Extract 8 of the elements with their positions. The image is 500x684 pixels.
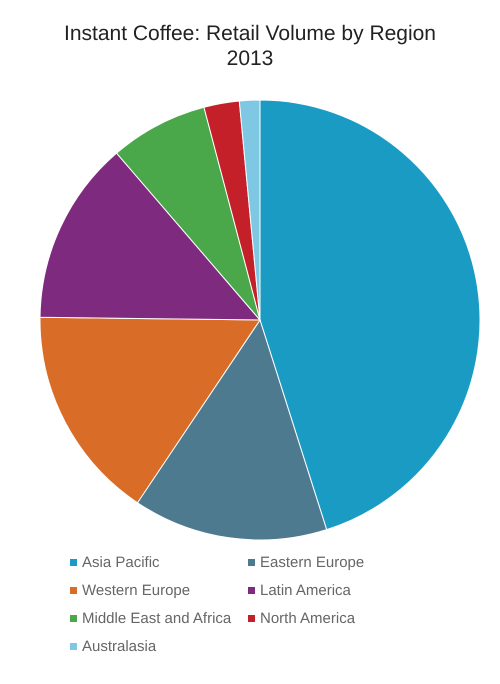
- legend-label: Middle East and Africa: [82, 610, 232, 627]
- legend-label: Eastern Europe: [260, 554, 364, 571]
- legend-label: North America: [260, 610, 356, 627]
- legend-label: Asia Pacific: [82, 554, 160, 571]
- legend-label: Western Europe: [82, 582, 190, 599]
- chart-title: Instant Coffee: Retail Volume by Region 2013: [64, 22, 436, 70]
- legend-label: Australasia: [82, 638, 157, 655]
- legend-label: Latin America: [260, 582, 352, 599]
